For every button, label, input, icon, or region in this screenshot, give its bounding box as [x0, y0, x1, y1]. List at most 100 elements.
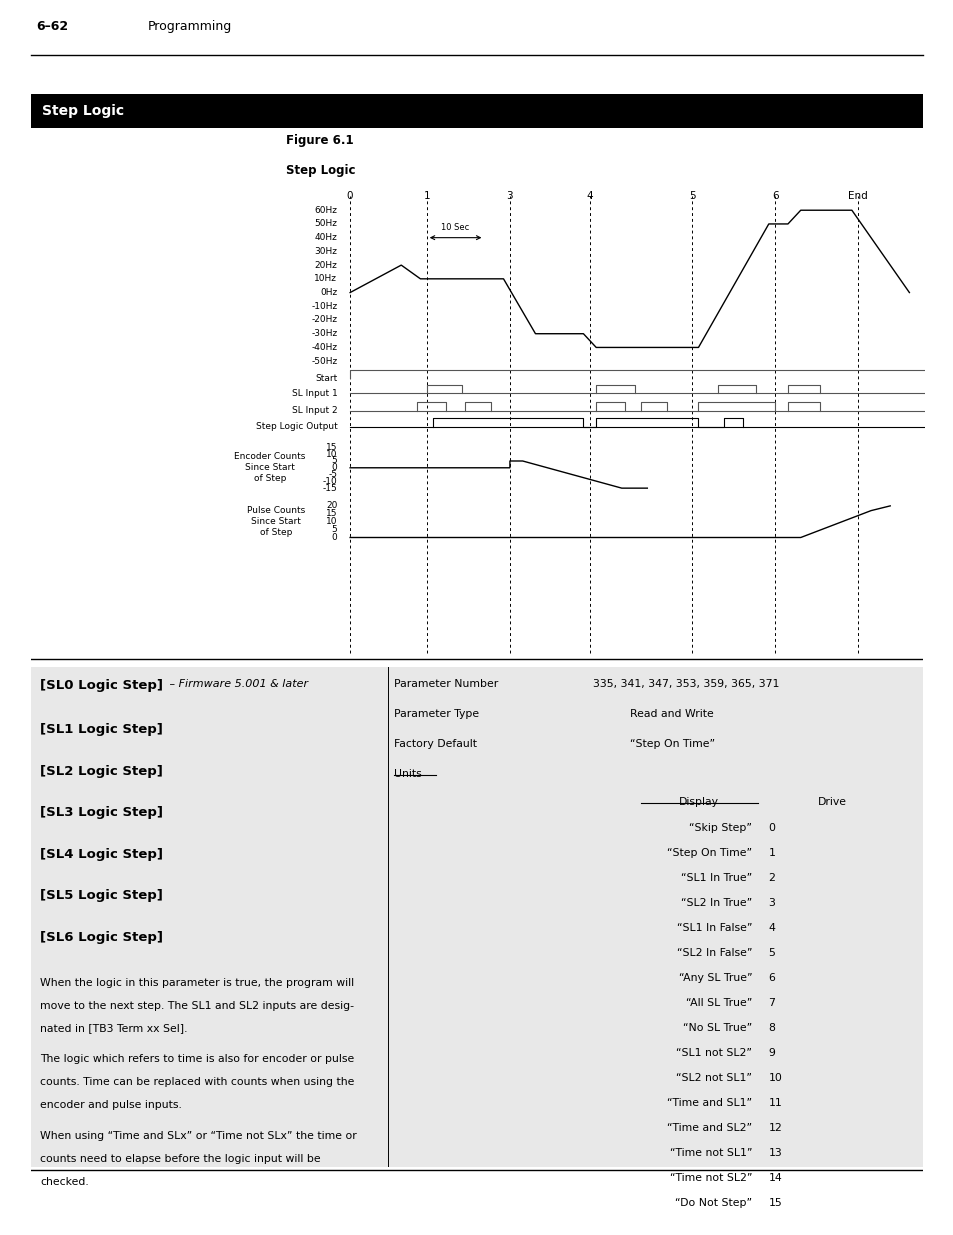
Text: encoder and pulse inputs.: encoder and pulse inputs. — [40, 1100, 182, 1110]
Text: Factory Default: Factory Default — [394, 740, 476, 750]
Text: 15: 15 — [326, 509, 337, 519]
Text: Step Logic Output: Step Logic Output — [255, 422, 337, 431]
Text: 2: 2 — [767, 873, 775, 883]
Text: 3: 3 — [506, 191, 513, 201]
Text: SL Input 2: SL Input 2 — [292, 406, 337, 415]
Text: 3: 3 — [767, 898, 775, 908]
Text: 4: 4 — [767, 923, 775, 932]
Text: -10: -10 — [322, 477, 337, 485]
Text: [SL2 Logic Step]: [SL2 Logic Step] — [40, 764, 163, 778]
Text: End: End — [847, 191, 867, 201]
Text: 10 Sec: 10 Sec — [441, 222, 469, 232]
Text: “No SL True”: “No SL True” — [682, 1023, 752, 1032]
Text: “Step On Time”: “Step On Time” — [630, 740, 715, 750]
Text: Step Logic: Step Logic — [42, 104, 124, 119]
Text: The logic which refers to time is also for encoder or pulse: The logic which refers to time is also f… — [40, 1053, 355, 1065]
Text: nated in [TB3 Term xx Sel].: nated in [TB3 Term xx Sel]. — [40, 1024, 188, 1034]
Text: – Firmware 5.001 & later: – Firmware 5.001 & later — [166, 679, 308, 689]
Text: “SL2 In True”: “SL2 In True” — [680, 898, 752, 908]
Text: 10: 10 — [326, 450, 337, 458]
Text: 10: 10 — [326, 517, 337, 526]
Text: Read and Write: Read and Write — [630, 709, 713, 720]
Text: 0: 0 — [767, 823, 775, 832]
Text: -30Hz: -30Hz — [311, 330, 337, 338]
Text: “Any SL True”: “Any SL True” — [679, 973, 752, 983]
Text: 40Hz: 40Hz — [314, 233, 337, 242]
Text: 6: 6 — [771, 191, 778, 201]
Text: “Time not SL1”: “Time not SL1” — [669, 1149, 752, 1158]
Text: [SL1 Logic Step]: [SL1 Logic Step] — [40, 724, 163, 736]
Text: [SL4 Logic Step]: [SL4 Logic Step] — [40, 848, 163, 861]
Text: -15: -15 — [322, 484, 337, 493]
Text: 0: 0 — [332, 463, 337, 472]
Text: 9: 9 — [767, 1049, 775, 1058]
Text: “Step On Time”: “Step On Time” — [667, 848, 752, 858]
Text: Step Logic: Step Logic — [286, 163, 355, 177]
Text: 11: 11 — [767, 1098, 781, 1108]
Text: 15: 15 — [326, 443, 337, 452]
Text: [SL5 Logic Step]: [SL5 Logic Step] — [40, 889, 163, 903]
Text: When the logic in this parameter is true, the program will: When the logic in this parameter is true… — [40, 978, 355, 988]
Text: counts. Time can be replaced with counts when using the: counts. Time can be replaced with counts… — [40, 1077, 355, 1087]
Text: 13: 13 — [767, 1149, 781, 1158]
Text: 20Hz: 20Hz — [314, 261, 337, 269]
Text: 50Hz: 50Hz — [314, 220, 337, 228]
Text: “SL2 not SL1”: “SL2 not SL1” — [676, 1073, 752, 1083]
Text: “SL1 In True”: “SL1 In True” — [680, 873, 752, 883]
Text: -20Hz: -20Hz — [311, 315, 337, 325]
Text: “SL1 not SL2”: “SL1 not SL2” — [676, 1049, 752, 1058]
Text: “Time and SL1”: “Time and SL1” — [667, 1098, 752, 1108]
Text: “SL2 In False”: “SL2 In False” — [677, 948, 752, 958]
Text: 6: 6 — [767, 973, 775, 983]
Text: “All SL True”: “All SL True” — [685, 998, 752, 1008]
Text: Programming: Programming — [148, 20, 232, 33]
Text: -40Hz: -40Hz — [311, 343, 337, 352]
Text: Encoder Counts
Since Start
of Step: Encoder Counts Since Start of Step — [233, 452, 305, 483]
Text: counts need to elapse before the logic input will be: counts need to elapse before the logic i… — [40, 1153, 321, 1163]
Text: Pulse Counts
Since Start
of Step: Pulse Counts Since Start of Step — [247, 506, 305, 537]
Text: 5: 5 — [767, 948, 775, 958]
Text: 10Hz: 10Hz — [314, 274, 337, 283]
Text: 0: 0 — [332, 534, 337, 542]
Text: “Do Not Step”: “Do Not Step” — [675, 1198, 752, 1208]
Text: checked.: checked. — [40, 1177, 89, 1187]
Text: Drive: Drive — [817, 797, 846, 806]
Text: [SL0 Logic Step]: [SL0 Logic Step] — [40, 679, 163, 693]
Text: 10: 10 — [767, 1073, 781, 1083]
Text: 0: 0 — [347, 191, 353, 201]
Text: Display: Display — [679, 797, 719, 806]
Text: Units: Units — [394, 769, 421, 779]
Text: Parameter Number: Parameter Number — [394, 679, 497, 689]
Text: move to the next step. The SL1 and SL2 inputs are desig-: move to the next step. The SL1 and SL2 i… — [40, 1000, 355, 1010]
Text: SL Input 1: SL Input 1 — [292, 389, 337, 398]
Text: “Skip Step”: “Skip Step” — [689, 823, 752, 832]
Text: 5: 5 — [688, 191, 695, 201]
Text: 60Hz: 60Hz — [314, 206, 337, 215]
Text: -5: -5 — [328, 471, 337, 479]
Text: -50Hz: -50Hz — [311, 357, 337, 366]
Text: When using “Time and SLx” or “Time not SLx” the time or: When using “Time and SLx” or “Time not S… — [40, 1130, 356, 1141]
Text: 15: 15 — [767, 1198, 781, 1208]
Text: “Time not SL2”: “Time not SL2” — [669, 1173, 752, 1183]
Text: 335, 341, 347, 353, 359, 365, 371: 335, 341, 347, 353, 359, 365, 371 — [593, 679, 779, 689]
Text: 4: 4 — [586, 191, 593, 201]
Text: 0Hz: 0Hz — [320, 288, 337, 298]
Text: 1: 1 — [423, 191, 430, 201]
Text: 6–62: 6–62 — [36, 20, 69, 33]
Text: 14: 14 — [767, 1173, 781, 1183]
Text: 7: 7 — [767, 998, 775, 1008]
Text: 30Hz: 30Hz — [314, 247, 337, 256]
Text: 5: 5 — [332, 525, 337, 534]
Text: 12: 12 — [767, 1123, 781, 1132]
Text: Start: Start — [314, 374, 337, 383]
Text: 8: 8 — [767, 1023, 775, 1032]
Text: 20: 20 — [326, 501, 337, 510]
Text: 1: 1 — [767, 848, 775, 858]
Text: “Time and SL2”: “Time and SL2” — [667, 1123, 752, 1132]
Text: [SL6 Logic Step]: [SL6 Logic Step] — [40, 931, 163, 944]
Text: 5: 5 — [332, 457, 337, 466]
Text: [SL3 Logic Step]: [SL3 Logic Step] — [40, 806, 163, 820]
Text: “SL1 In False”: “SL1 In False” — [677, 923, 752, 932]
Text: -10Hz: -10Hz — [311, 301, 337, 311]
Text: Figure 6.1: Figure 6.1 — [286, 135, 354, 147]
